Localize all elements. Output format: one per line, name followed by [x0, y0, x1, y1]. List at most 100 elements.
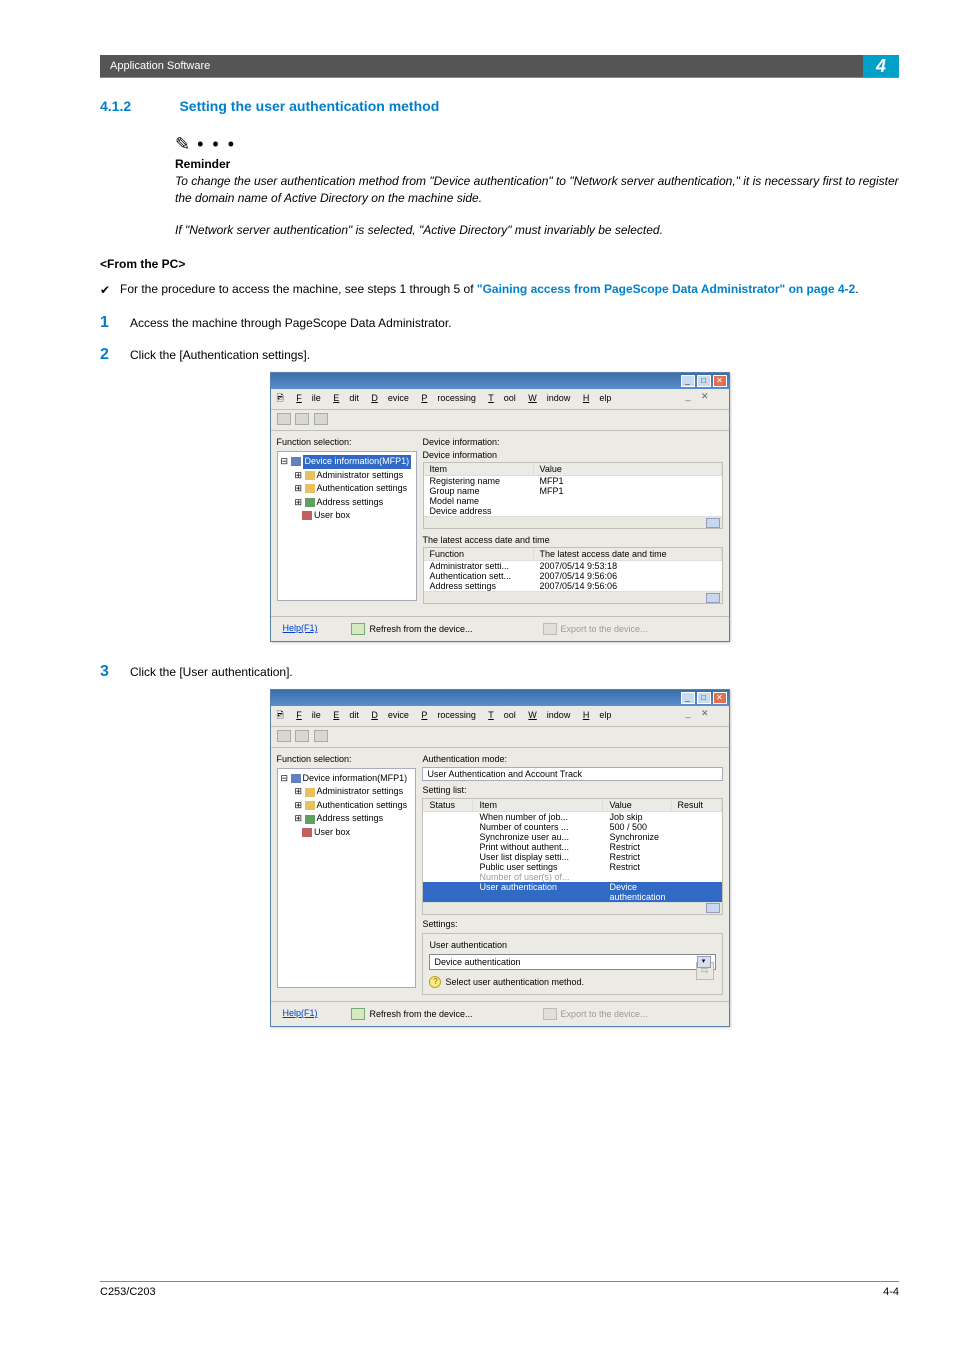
function-tree[interactable]: ⊟ Device information(MFP1) ⊞ Administrat…: [277, 451, 417, 601]
close-button-2[interactable]: ✕: [713, 692, 727, 704]
setting-list-label: Setting list:: [422, 785, 722, 795]
tree-root[interactable]: Device information(MFP1): [303, 455, 412, 469]
minimize-button[interactable]: _: [681, 375, 695, 387]
menu-tool[interactable]: Tool: [488, 393, 516, 403]
menu-processing[interactable]: Processing: [421, 393, 476, 403]
sl-r8a[interactable]: User authentication: [473, 882, 603, 902]
device-info-grid: ItemValue Registering nameMFP1 Group nam…: [423, 462, 723, 529]
g2-head-time: The latest access date and time: [534, 548, 722, 560]
menu-file[interactable]: File: [296, 393, 321, 403]
tree-root-2[interactable]: Device information(MFP1): [303, 773, 408, 783]
chevron-down-icon[interactable]: ▾: [697, 956, 711, 968]
g1-r1a: Registering name: [424, 476, 534, 486]
check-icon: ✔: [100, 282, 110, 299]
titlebar: _ □ ✕: [271, 373, 729, 389]
sl-r1b: Job skip: [603, 812, 671, 822]
tree-userbox[interactable]: User box: [314, 510, 350, 520]
toolbar-icon-2-1[interactable]: [277, 730, 291, 742]
minimize-button-2[interactable]: _: [681, 692, 695, 704]
g2-head-function: Function: [424, 548, 534, 560]
g1-head-item: Item: [424, 463, 534, 475]
section-heading: 4.1.2 Setting the user authentication me…: [100, 98, 899, 116]
toolbar-2: [271, 727, 729, 748]
setting-list-grid[interactable]: Status Item Value Result When number of …: [422, 798, 722, 915]
toolbar-icon-2-2[interactable]: [295, 730, 309, 742]
footer-right: 4-4: [883, 1286, 899, 1298]
menu-window[interactable]: Window: [528, 393, 570, 403]
maximize-button[interactable]: □: [697, 375, 711, 387]
menu-device[interactable]: Device: [371, 393, 409, 403]
device-info-group-title: Device information: [423, 450, 723, 460]
footer-left: C253/C203: [100, 1286, 156, 1298]
function-selection-label: Function selection:: [277, 437, 417, 447]
sl-r5a: User list display setti...: [473, 852, 603, 862]
scroll-right-icon-2[interactable]: [706, 593, 720, 603]
sl-r7b: [603, 872, 671, 882]
refresh-button-2[interactable]: Refresh from the device...: [351, 1008, 472, 1020]
g2-r3a: Address settings: [424, 581, 534, 591]
g1-r4a: Device address: [424, 506, 534, 516]
scroll-right-icon-3[interactable]: [706, 903, 720, 913]
g2-r3b: 2007/05/14 9:56:06: [534, 581, 722, 591]
menu-help-2[interactable]: Help: [583, 710, 612, 720]
toolbar-icon-2-3[interactable]: [314, 730, 328, 742]
menubar: 🖻 File Edit Device Processing Tool Windo…: [271, 389, 729, 410]
toolbar-icon-2[interactable]: [295, 413, 309, 425]
auth-mode-value: User Authentication and Account Track: [422, 767, 722, 781]
mdi-controls[interactable]: _ ✕: [685, 391, 712, 402]
step-2-text: Click the [Authentication settings].: [130, 348, 310, 362]
sl-head-status: Status: [423, 799, 473, 811]
refresh-button[interactable]: Refresh from the device...: [351, 623, 472, 635]
screenshot-2-window: _ □ ✕ 🖻 File Edit Device Processing Tool…: [270, 689, 730, 1027]
scroll-right-icon[interactable]: [706, 518, 720, 528]
user-auth-dropdown[interactable]: Device authentication ▾: [429, 954, 715, 970]
help-link[interactable]: Help(F1): [283, 623, 318, 633]
menu-processing-2[interactable]: Processing: [421, 710, 476, 720]
function-tree-2[interactable]: ⊟ Device information(MFP1) ⊞ Administrat…: [277, 768, 417, 988]
sl-r8b[interactable]: Device authentication: [603, 882, 671, 902]
step-2-number: 2: [100, 344, 109, 366]
sl-r6b: Restrict: [603, 862, 671, 872]
latest-access-group-title: The latest access date and time: [423, 535, 723, 545]
prereq-post: .: [855, 282, 858, 296]
toolbar-icon-1[interactable]: [277, 413, 291, 425]
step-1-text: Access the machine through PageScope Dat…: [130, 316, 452, 330]
prereq-link[interactable]: "Gaining access from PageScope Data Admi…: [477, 282, 855, 296]
function-selection-label-2: Function selection:: [277, 754, 417, 764]
hint-text: Select user authentication method.: [445, 977, 584, 987]
tree-auth[interactable]: Authentication settings: [317, 483, 408, 493]
sl-head-item: Item: [473, 799, 603, 811]
dropdown-value: Device authentication: [434, 957, 520, 967]
tree-userbox-2[interactable]: User box: [314, 827, 350, 837]
menu-help[interactable]: Help: [583, 393, 612, 403]
toolbar-icon-3[interactable]: [314, 413, 328, 425]
tree-admin-2[interactable]: Administrator settings: [317, 786, 404, 796]
menu-window-2[interactable]: Window: [528, 710, 570, 720]
menu-edit-2[interactable]: Edit: [333, 710, 359, 720]
close-button[interactable]: ✕: [713, 375, 727, 387]
reminder-para-2: If "Network server authentication" is se…: [175, 222, 899, 239]
maximize-button-2[interactable]: □: [697, 692, 711, 704]
sl-r2a: Number of counters ...: [473, 822, 603, 832]
tree-address[interactable]: Address settings: [317, 497, 384, 507]
step-3: 3 Click the [User authentication].: [100, 664, 899, 681]
menu-edit[interactable]: Edit: [333, 393, 359, 403]
tree-admin[interactable]: Administrator settings: [317, 470, 404, 480]
step-2: 2 Click the [Authentication settings].: [100, 347, 899, 364]
sl-r2b: 500 / 500: [603, 822, 671, 832]
chapter-number: 4: [863, 55, 899, 77]
tree-address-2[interactable]: Address settings: [317, 813, 384, 823]
g1-r3b: [534, 496, 722, 506]
step-1: 1 Access the machine through PageScope D…: [100, 315, 899, 332]
tree-auth-2[interactable]: Authentication settings: [317, 800, 408, 810]
g1-r2a: Group name: [424, 486, 534, 496]
menu-tool-2[interactable]: Tool: [488, 710, 516, 720]
help-link-2[interactable]: Help(F1): [283, 1008, 318, 1018]
settings-label: Settings:: [422, 919, 722, 929]
menu-device-2[interactable]: Device: [371, 710, 409, 720]
menu-file-2[interactable]: File: [296, 710, 321, 720]
mdi-controls-2[interactable]: _ ✕: [685, 708, 712, 719]
export-button: Export to the device...: [543, 623, 648, 635]
step-1-number: 1: [100, 312, 109, 334]
prereq-pre: For the procedure to access the machine,…: [120, 282, 477, 296]
